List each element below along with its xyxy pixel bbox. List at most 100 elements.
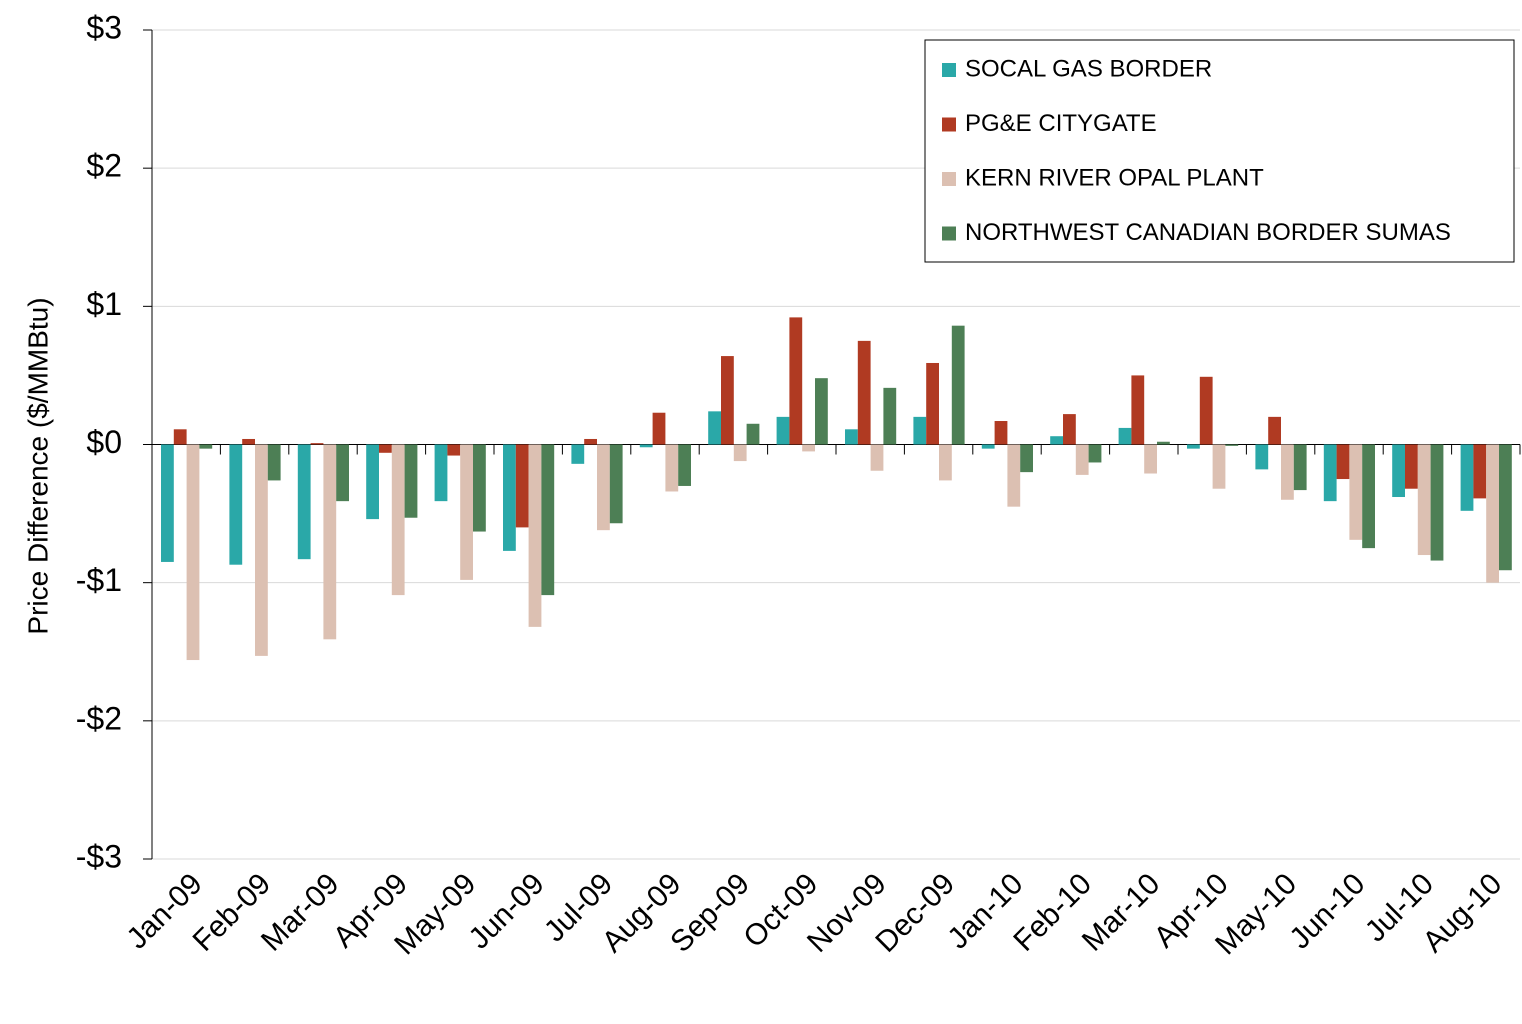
bar: [186, 444, 200, 661]
legend-swatch: [942, 117, 956, 132]
bar: [1473, 444, 1487, 499]
bar: [447, 444, 461, 456]
bar: [652, 412, 666, 445]
bar: [1212, 444, 1226, 489]
bar: [1144, 444, 1157, 474]
bar: [391, 444, 405, 596]
bar: [503, 444, 516, 551]
y-tick-label: $0: [86, 424, 122, 460]
bar: [1499, 444, 1512, 571]
y-tick-label: -$2: [76, 700, 122, 736]
bar: [1392, 444, 1405, 498]
bar: [994, 421, 1008, 445]
bar: [460, 444, 473, 580]
y-tick-label: $2: [86, 148, 122, 184]
x-tick-label: Mar-09: [255, 867, 346, 958]
bar: [255, 444, 268, 656]
bar: [870, 444, 884, 471]
bar: [1405, 444, 1418, 489]
bar: [323, 444, 337, 640]
y-tick-label: -$1: [76, 562, 122, 598]
bar: [1063, 414, 1076, 445]
bar: [1131, 375, 1145, 445]
bar: [1460, 444, 1474, 511]
bar: [678, 444, 691, 486]
legend-swatch: [942, 226, 956, 241]
bar: [1075, 444, 1089, 475]
bar: [802, 444, 815, 452]
y-tick-label: -$3: [76, 838, 122, 874]
bar: [597, 444, 610, 531]
bar: [721, 356, 734, 445]
y-axis-label: Price Difference ($/MMBtu): [22, 297, 53, 634]
bar: [1430, 444, 1444, 561]
legend-label: NORTHWEST CANADIAN BORDER SUMAS: [965, 219, 1451, 246]
bar: [1225, 444, 1239, 446]
bar: [1293, 444, 1307, 491]
bar: [1336, 444, 1350, 480]
bar: [1486, 444, 1499, 583]
bar: [297, 444, 311, 560]
bar: [926, 362, 939, 445]
legend-label: PG&E CITYGATE: [965, 110, 1157, 137]
bar: [746, 423, 760, 445]
x-tick-label: Mar-10: [1076, 867, 1167, 958]
bar: [1157, 441, 1170, 445]
x-tick-label: Jun-10: [1283, 867, 1371, 955]
bar: [541, 444, 555, 596]
bar: [242, 438, 255, 445]
bar: [939, 444, 952, 481]
bar: [199, 444, 213, 449]
bar: [639, 444, 653, 448]
bar: [1417, 444, 1431, 556]
legend-label: SOCAL GAS BORDER: [965, 55, 1212, 82]
bar: [708, 411, 721, 445]
bar: [981, 444, 995, 449]
bar: [1349, 444, 1363, 540]
y-tick-label: $1: [86, 286, 122, 322]
bar: [173, 429, 187, 445]
bar: [1020, 444, 1033, 473]
bar: [1050, 436, 1063, 445]
bar: [584, 438, 597, 445]
bar: [733, 444, 747, 462]
bar: [515, 444, 529, 528]
legend-box: [924, 39, 1515, 263]
bar: [379, 444, 392, 453]
legend-swatch: [942, 63, 956, 77]
bar: [366, 444, 379, 520]
bar: [229, 444, 243, 565]
bar: [310, 443, 324, 445]
bar: [1362, 444, 1375, 549]
bar: [1199, 376, 1213, 445]
bar: [815, 378, 828, 445]
x-tick-label: Dec-09: [869, 867, 961, 959]
bar: [951, 325, 965, 445]
bar: [789, 317, 803, 445]
bar: [1255, 444, 1269, 470]
bar: [845, 429, 858, 445]
bar: [404, 444, 418, 518]
bar: [267, 444, 281, 481]
bar: [1323, 444, 1337, 502]
bar: [1268, 416, 1281, 445]
bar: [528, 444, 542, 627]
x-tick-label: Jun-09: [463, 867, 551, 955]
bar: [883, 387, 897, 445]
bar: [857, 340, 871, 445]
bar: [571, 444, 585, 464]
bar: [1088, 444, 1102, 463]
bar: [1281, 444, 1294, 500]
bar: [1187, 444, 1200, 449]
bar: [161, 444, 174, 562]
bar: [913, 416, 927, 445]
bar: [665, 444, 679, 492]
bar: [776, 416, 790, 445]
bar: [609, 444, 623, 524]
bar: [473, 444, 486, 532]
bar: [1118, 427, 1132, 445]
legend-label: KERN RIVER OPAL PLANT: [965, 164, 1264, 191]
bar: [434, 444, 448, 502]
y-tick-label: $3: [86, 9, 122, 45]
